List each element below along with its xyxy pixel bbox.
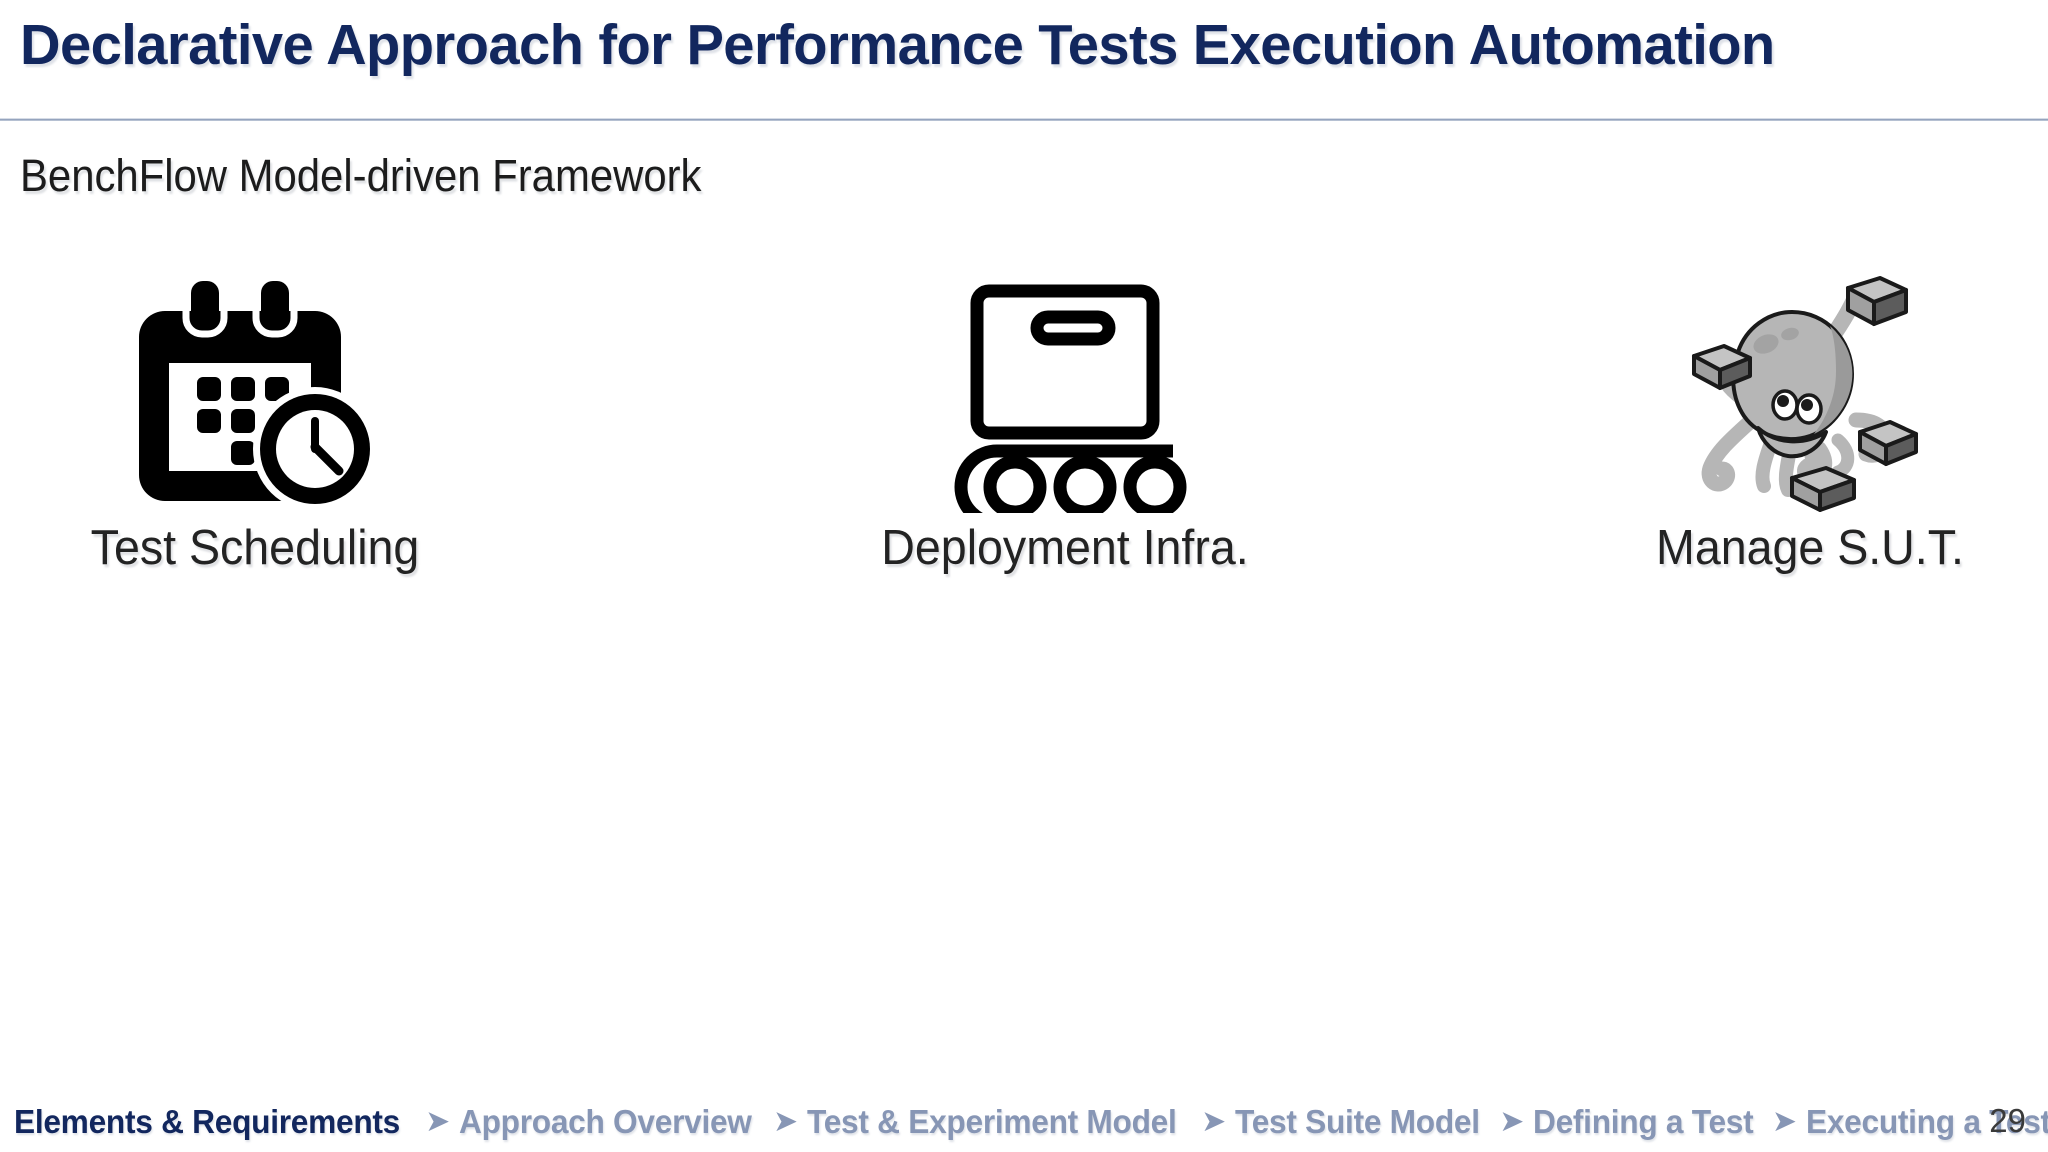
feature-item-test-scheduling: Test Scheduling [0, 270, 535, 620]
feature-item-manage-sut: Manage S.U.T. [1530, 270, 2048, 620]
breadcrumb-separator-icon: ➤ [1499, 1105, 1525, 1138]
feature-icon-row: Test Scheduling Deployment Infra. [0, 270, 2048, 620]
slide-subtitle: BenchFlow Model-driven Framework [20, 150, 702, 201]
breadcrumb-item-5[interactable]: Executing a Test [1806, 1103, 2048, 1140]
breadcrumb-separator-icon: ➤ [1771, 1105, 1798, 1138]
breadcrumb-item-2[interactable]: Test & Experiment Model [807, 1103, 1177, 1140]
breadcrumb-item-1[interactable]: Approach Overview [459, 1103, 752, 1140]
feature-item-deployment-infra: Deployment Infra. [785, 270, 1345, 620]
page-number: 29 [1989, 1102, 2026, 1139]
feature-label-deployment-infra: Deployment Infra. [881, 521, 1249, 575]
docker-compose-octopus-icon [1530, 270, 2048, 515]
title-divider [0, 118, 2048, 121]
feature-label-manage-sut: Manage S.U.T. [1656, 521, 1964, 575]
breadcrumb-item-3[interactable]: Test Suite Model [1235, 1103, 1480, 1140]
slide-title: Declarative Approach for Performance Tes… [20, 13, 1775, 77]
conveyor-belt-package-icon [785, 270, 1345, 515]
feature-label-test-scheduling: Test Scheduling [90, 521, 420, 575]
breadcrumb-separator-icon: ➤ [773, 1105, 799, 1138]
calendar-clock-icon [0, 270, 535, 515]
breadcrumb: Elements & Requirements ➤ Approach Overvie… [14, 1098, 2048, 1146]
breadcrumb-separator-icon: ➤ [1201, 1105, 1227, 1138]
breadcrumb-item-0[interactable]: Elements & Requirements [14, 1103, 400, 1140]
breadcrumb-separator-icon: ➤ [425, 1105, 451, 1138]
breadcrumb-item-4[interactable]: Defining a Test [1533, 1103, 1754, 1140]
